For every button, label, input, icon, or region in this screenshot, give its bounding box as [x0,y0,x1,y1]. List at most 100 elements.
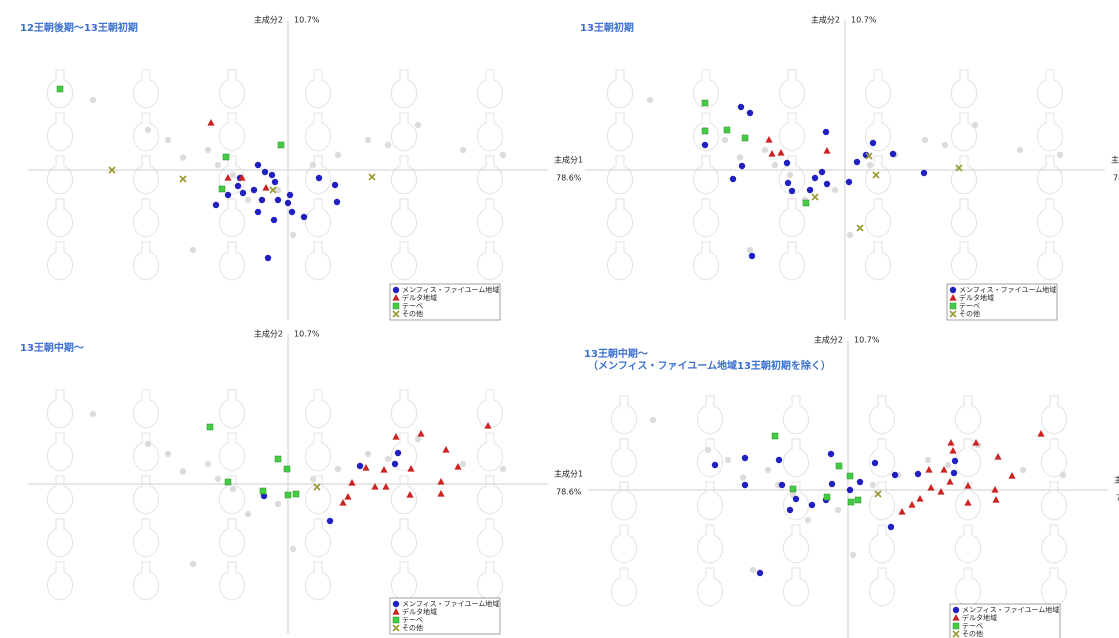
vessel-outline [955,481,981,521]
vessel-outline [693,155,719,195]
point [946,478,954,485]
vessel-outline [693,112,719,152]
point [846,231,854,239]
vessel-outline [865,112,891,152]
vessel-outline [219,389,245,429]
point [368,173,376,181]
vessel-outline [477,389,503,429]
point [250,186,258,194]
point [778,481,786,489]
legend-marker [392,608,400,615]
point [808,501,816,509]
legend-box [389,283,501,321]
point [771,161,779,169]
point [887,523,895,531]
point [204,146,212,154]
point [218,185,226,193]
vessel-outline [865,241,891,281]
x-axis-variance: 78.6% [1116,494,1119,503]
vessel-outline [477,561,503,601]
point [284,491,292,499]
point [348,479,356,486]
point [775,456,783,464]
legend-label: テーベ [959,302,980,310]
point [164,450,172,458]
vessel-outline [611,567,637,607]
point [972,439,980,446]
point [748,252,756,260]
point [1037,430,1045,437]
point [212,201,220,209]
point [701,141,709,149]
vessel-outline [305,155,331,195]
point [364,450,372,458]
point [144,440,152,448]
point [229,171,237,179]
vessel-outline [305,518,331,558]
point [941,141,949,149]
vessel-outline [1037,112,1063,152]
point [437,478,445,485]
point [741,454,749,462]
point [865,152,873,160]
point [739,474,747,481]
vessel-outline [305,198,331,238]
vessel-outline [869,395,895,435]
point [1019,466,1027,474]
vessel-outline [693,241,719,281]
vessel-outline [869,481,895,521]
legend-marker [392,624,400,632]
point [384,141,392,149]
point [724,456,732,464]
point [729,175,737,183]
point [364,136,372,144]
vessel-outline [305,389,331,429]
point [164,136,172,144]
vessel-outline [951,155,977,195]
vessel-outline [697,524,723,564]
point [964,482,972,489]
vessel-outline [779,112,805,152]
point [437,490,445,497]
vessel-outline [1037,69,1063,109]
point [270,216,278,224]
point [891,471,899,479]
vessel-outline [477,432,503,472]
vessel-outline [219,241,245,281]
point [259,487,267,495]
point [382,483,390,490]
point [646,96,654,104]
point [214,161,222,169]
point [701,99,709,107]
point [207,119,215,126]
point [414,121,422,129]
point [823,180,831,188]
point [179,175,187,183]
vessel-outline [607,241,633,281]
legend-box [946,283,1058,321]
vessel-outline [133,518,159,558]
legend-label: テーベ [402,302,423,310]
point [454,463,462,470]
point [499,465,507,473]
point [261,168,269,176]
point [823,147,831,154]
point [872,171,880,179]
legend-box [949,603,1061,638]
point [847,498,855,506]
legend-marker [392,600,400,608]
vessel-outline [305,112,331,152]
point [804,516,812,524]
point [701,127,709,135]
point [1008,472,1016,479]
vessel-outline [865,69,891,109]
x-axis-variance: 78.6% [556,488,582,497]
point [788,187,796,195]
point [991,486,999,493]
vessel-outline [697,438,723,478]
point [459,146,467,154]
point [309,475,317,483]
vessel-outline [47,198,73,238]
point [289,545,297,553]
point [818,168,826,176]
